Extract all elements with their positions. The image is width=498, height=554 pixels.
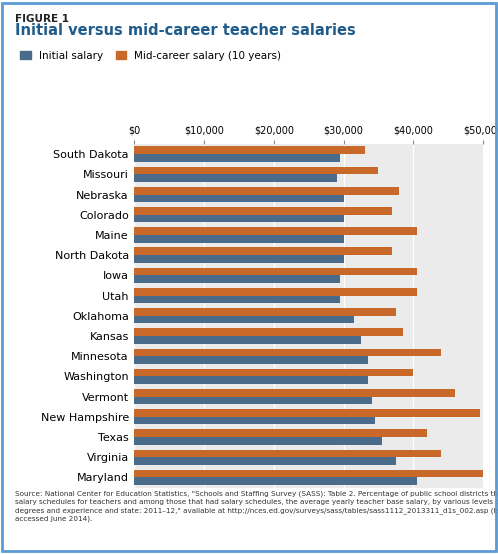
Bar — [134, 248, 392, 255]
Bar — [134, 187, 399, 194]
Bar — [134, 288, 417, 296]
Legend: Initial salary, Mid-career salary (10 years): Initial salary, Mid-career salary (10 ye… — [20, 50, 281, 60]
Bar — [134, 417, 375, 424]
Bar — [134, 175, 337, 182]
Bar — [134, 376, 368, 384]
Text: FIGURE 1: FIGURE 1 — [15, 14, 69, 24]
Bar — [134, 316, 354, 324]
Bar — [134, 470, 483, 478]
Text: Source: National Center for Education Statistics, "Schools and Staffing Survey (: Source: National Center for Education St… — [15, 490, 498, 522]
Bar — [134, 154, 340, 162]
Bar — [134, 457, 396, 465]
Bar — [134, 348, 441, 356]
Text: Initial versus mid-career teacher salaries: Initial versus mid-career teacher salari… — [15, 23, 356, 38]
Bar — [134, 449, 441, 457]
Bar — [134, 389, 455, 397]
Bar — [134, 437, 382, 445]
Bar — [134, 329, 403, 336]
Bar — [134, 397, 372, 404]
Bar — [134, 268, 417, 275]
Bar — [134, 356, 368, 364]
Bar — [134, 296, 340, 303]
Bar — [134, 308, 396, 316]
Bar — [134, 146, 365, 154]
Bar — [134, 194, 344, 202]
Bar — [134, 215, 344, 223]
Bar — [134, 429, 427, 437]
Bar — [134, 336, 361, 343]
Bar — [134, 235, 344, 243]
Bar — [134, 409, 480, 417]
Bar — [134, 167, 378, 175]
Bar — [134, 369, 413, 376]
Bar — [134, 207, 392, 215]
Bar — [134, 227, 417, 235]
Bar — [134, 478, 417, 485]
Bar — [134, 275, 340, 283]
Bar — [134, 255, 344, 263]
